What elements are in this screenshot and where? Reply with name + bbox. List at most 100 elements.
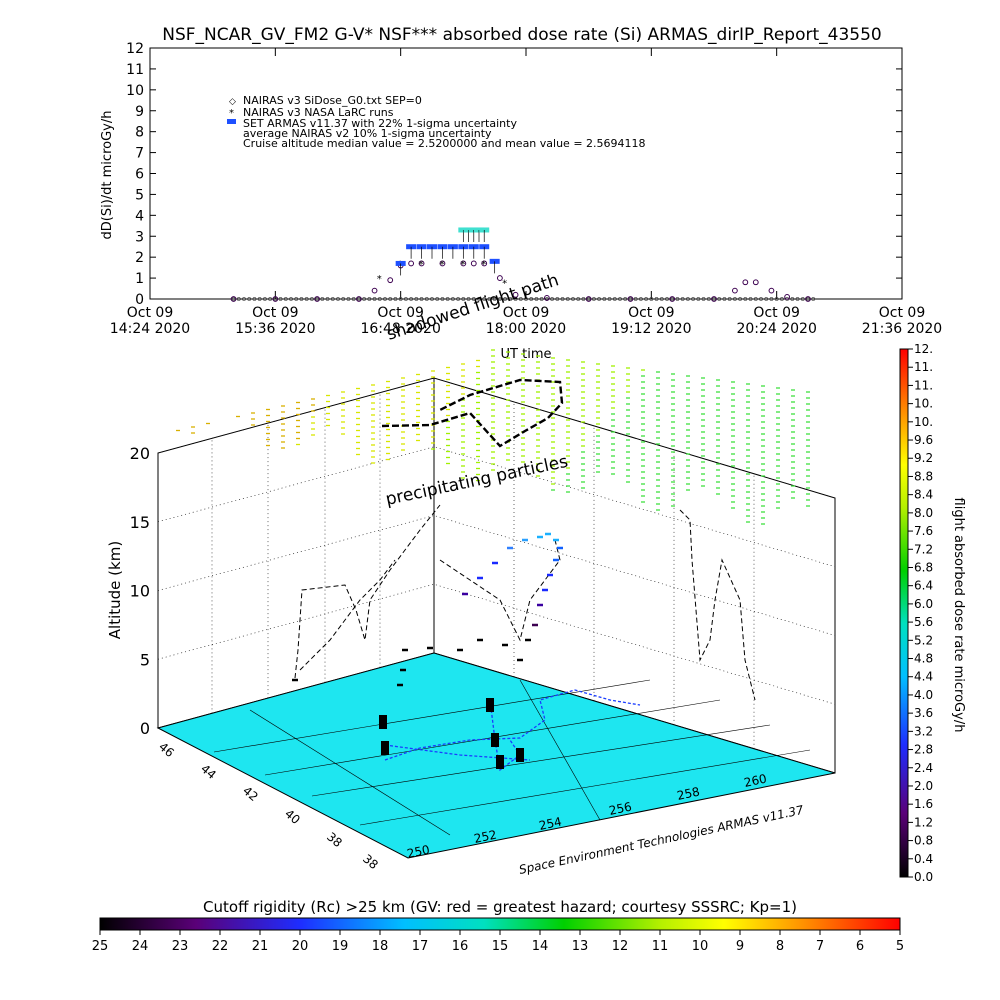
nairas-v3-baseline-point: [790, 297, 795, 301]
dose-colorbar-tick-label: 11.: [914, 360, 933, 374]
nairas-v3-baseline-point: [738, 297, 743, 301]
floor-track-markers: [379, 698, 524, 769]
legend-entry-3: SET ARMAS v11.37 with 22% 1-sigma uncert…: [243, 117, 517, 130]
nairas-v3-baseline-point: [800, 297, 805, 301]
nairas-v3-baseline-point: [309, 297, 314, 301]
floor-x-tick-label: 258: [676, 784, 701, 802]
nairas-v3-baseline-point: [257, 297, 262, 301]
dose-colorbar-tick-label: 6.4: [914, 579, 933, 593]
nairas-v3-baseline-point: [670, 297, 675, 301]
nairas-v3-baseline-point: [748, 297, 753, 301]
dose-colorbar-tick-label: 0.0: [914, 870, 933, 884]
series-point-nairas-v3: [355, 296, 362, 302]
dose-colorbar-tick-label: 9.6: [914, 433, 933, 447]
floor-x-tick-label: 260: [743, 771, 768, 789]
floor-y-tick-label: 38: [360, 852, 381, 873]
dose-colorbar-tick-label: 11.: [914, 378, 933, 392]
nairas-v3-baseline-point: [795, 297, 800, 301]
nairas-v3-baseline-point: [346, 297, 351, 301]
nairas-v3-baseline-point: [555, 297, 560, 301]
top-xtick-label-time: 16:48 2020: [360, 321, 440, 337]
rigidity-colorbar-tick-label: 13: [572, 939, 589, 954]
floor-track-marker: [486, 698, 494, 712]
top-ytick-label: 9: [135, 104, 144, 120]
dose-colorbar-tick-label: 7.2: [914, 542, 933, 556]
series-point-larc: *: [439, 259, 444, 270]
nairas-v3-baseline-point: [769, 297, 774, 301]
rigidity-colorbar-tick-label: 23: [172, 939, 189, 954]
top-ylabel: dD(Si)/dt microGy/h: [100, 111, 115, 240]
legend-entry-5: Cruise altitude median value = 2.5200000…: [243, 137, 646, 150]
dose-colorbar-tick-label: 3.2: [914, 724, 933, 738]
top-xtick-label-time: 19:12 2020: [611, 321, 691, 337]
nairas-v3-baseline-point: [409, 297, 414, 301]
rigidity-colorbar-tick-label: 24: [132, 939, 149, 954]
nairas-v3-baseline-point: [779, 297, 784, 301]
dose-colorbar-tick-label: 5.2: [914, 633, 933, 647]
nairas-v3-baseline-point: [560, 297, 565, 301]
series-point-nairas-v3: [314, 296, 321, 302]
rigidity-colorbar-tick-label: 16: [452, 939, 469, 954]
nairas-v3-baseline-point: [242, 297, 246, 301]
nairas-v3-baseline-point: [304, 297, 309, 301]
dose-colorbar-tick-label: 2.8: [914, 743, 933, 757]
rigidity-colorbar-tick-label: 15: [492, 939, 509, 954]
nairas-v3-baseline-point: [665, 297, 669, 301]
nairas-v3-baseline-point: [586, 297, 591, 301]
top-xlabel: UT time: [501, 347, 552, 362]
floor-track-marker: [491, 733, 499, 747]
series-point-nairas-v3: [512, 291, 519, 298]
rigidity-colorbar-tick-label: 20: [292, 939, 309, 954]
top-xtick-label-date: Oct 09: [127, 305, 173, 321]
nairas-v3-baseline-point: [717, 297, 722, 301]
altitude-trace-mid: [439, 539, 561, 642]
floor-y-tick-label: 40: [282, 807, 303, 828]
series-point-nairas-v3: [481, 260, 488, 267]
floor-x-tick-label: 254: [538, 814, 563, 832]
nairas-v3-baseline-point: [325, 297, 330, 301]
series-point-nairas-v3: [543, 295, 550, 301]
rigidity-colorbar-tick-label: 5: [896, 939, 904, 954]
rigidity-colorbar-tick-label: 21: [252, 939, 269, 954]
series-point-nairas-v3: [784, 294, 791, 300]
air-flight-track: [292, 532, 563, 687]
nairas-v3-baseline-point: [351, 297, 356, 301]
nairas-v3-baseline-point: [487, 297, 492, 301]
dose-colorbar-tick-label: 3.6: [914, 706, 933, 720]
dose-colorbar-label: flight absorbed dose rate microGy/h: [951, 498, 966, 733]
legend-symbol-star: *: [229, 108, 234, 119]
dose-colorbar-tick-label: 10.: [914, 397, 933, 411]
dose-colorbar-tick-label: 8.8: [914, 469, 933, 483]
wall-gridline: [157, 515, 836, 636]
top-xtick-label-date: Oct 09: [503, 305, 549, 321]
series-point-larc: *: [460, 259, 465, 270]
z-tick-label: 10: [130, 582, 150, 601]
nairas-v3-baseline-point: [450, 297, 455, 301]
dose-colorbar-tick-label: 1.2: [914, 815, 933, 829]
nairas-v3-baseline-point: [727, 297, 732, 301]
nairas-v3-baseline-point: [477, 297, 481, 301]
series-point-larc: *: [377, 274, 382, 285]
nairas-v3-baseline-point: [680, 297, 685, 301]
nairas-v3-baseline-point: [539, 297, 544, 301]
z-tick-label: 20: [130, 444, 150, 463]
top-xtick-label-time: 15:36 2020: [235, 321, 315, 337]
series-point-nairas-v3: [768, 287, 775, 294]
nairas-v3-baseline-point: [315, 297, 320, 301]
nairas-v3-baseline-point: [383, 297, 387, 301]
dose-colorbar-tick-label: 12.: [914, 342, 933, 356]
nairas-v3-baseline-point: [529, 297, 534, 301]
dose-colorbar-tick-label: 8.4: [914, 488, 933, 502]
top-series-layer: *******: [230, 227, 816, 302]
rigidity-colorbar-ticks: 25 24 23 22 21 20 19 18 17 16 15 14 13 12 11 10 9 8 7 6 5: [92, 930, 904, 954]
nairas-v3-baseline-point: [524, 297, 528, 301]
series-point-nairas-v3: [439, 260, 446, 267]
nairas-v3-baseline-point: [764, 297, 769, 301]
nairas-v3-baseline-point: [806, 297, 810, 301]
nairas-v3-baseline-point: [712, 297, 716, 301]
dose-colorbar-tick-label: 0.8: [914, 834, 933, 848]
nairas-v3-baseline-point: [424, 297, 429, 301]
nairas-v3-baseline-point: [356, 297, 361, 301]
